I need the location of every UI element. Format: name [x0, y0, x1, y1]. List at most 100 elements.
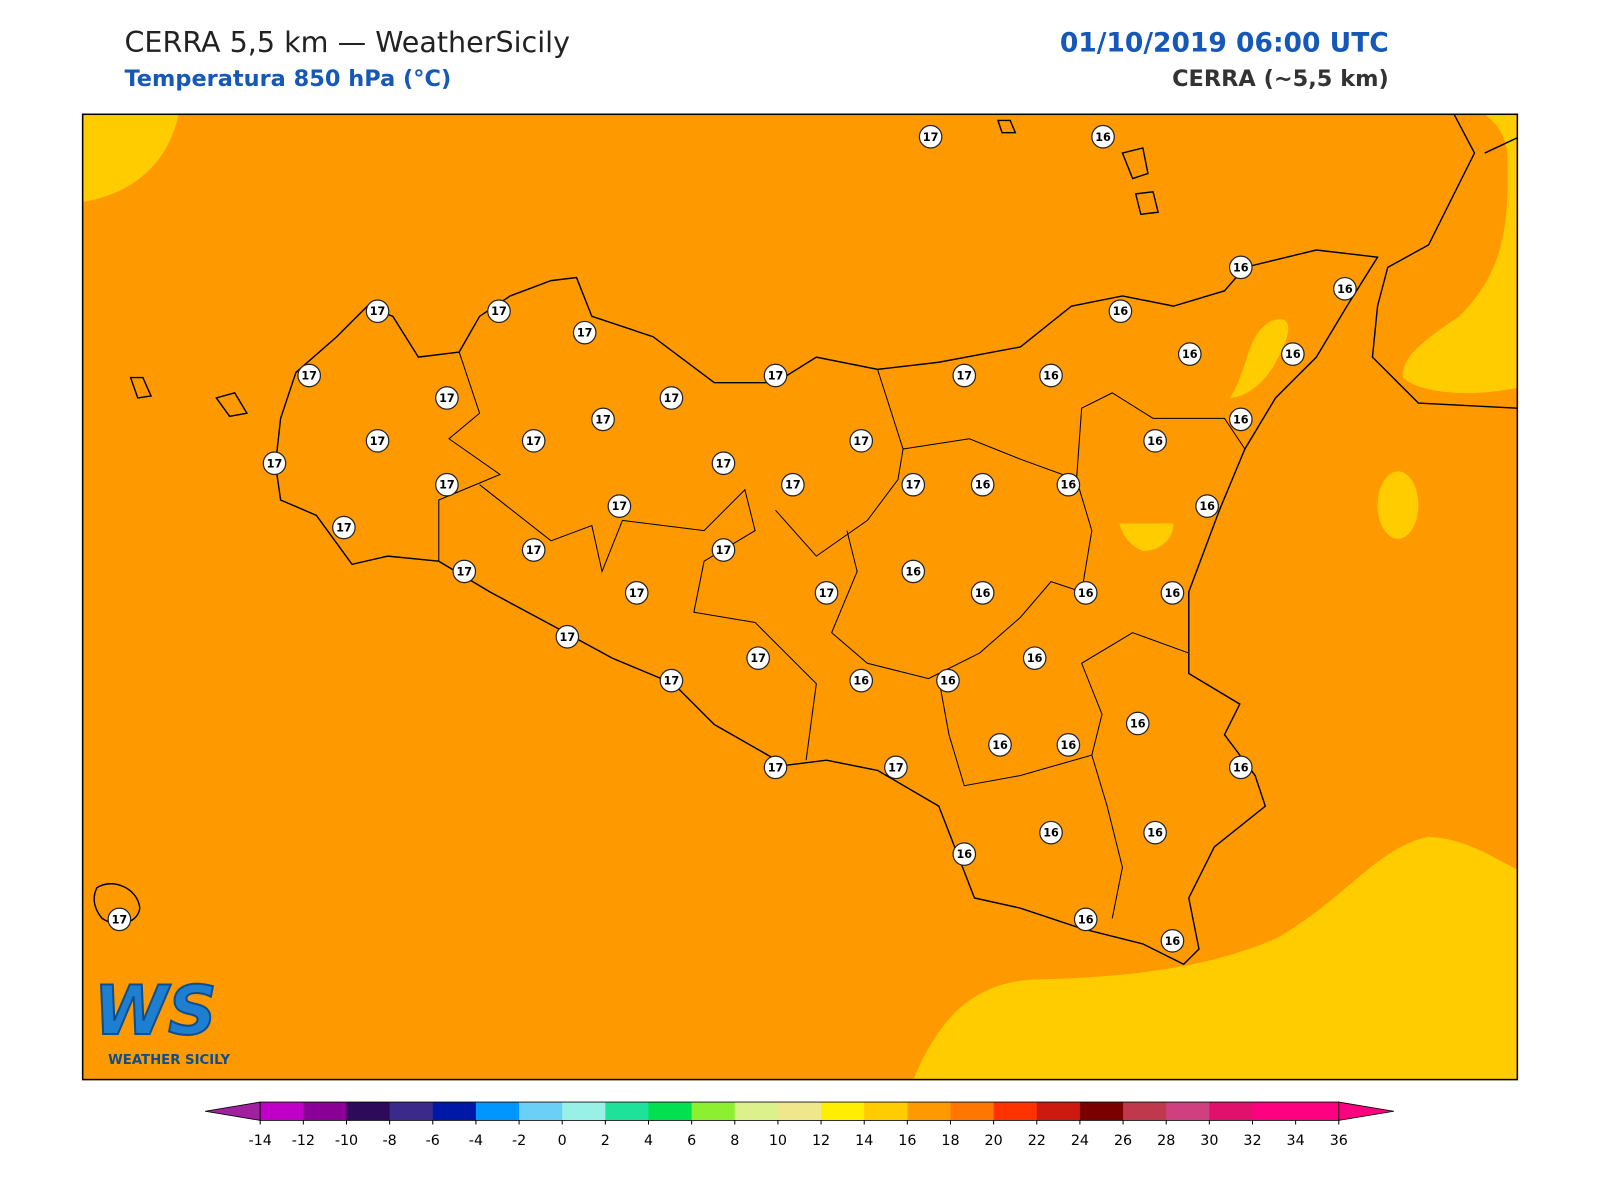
colorbar-tick-label: -14: [249, 1133, 272, 1149]
map-frame: [81, 113, 1519, 1081]
title: CERRA 5,5 km — WeatherSicily: [124, 25, 570, 59]
colorbar-segment: [907, 1102, 951, 1121]
island: [129, 376, 153, 399]
station-value: 17: [888, 761, 904, 774]
station-value: 17: [612, 500, 628, 513]
station-value: 17: [750, 652, 766, 665]
colorbar-tick-label: 8: [730, 1133, 739, 1149]
colorbar-tick-label: 32: [1243, 1133, 1261, 1149]
station-value: 17: [560, 631, 576, 644]
station-value: 17: [716, 544, 732, 557]
station-value: 17: [905, 479, 921, 492]
colorbar-tick-label: 30: [1200, 1133, 1218, 1149]
colorbar-segment: [691, 1102, 736, 1121]
island: [1134, 191, 1160, 216]
model-label: CERRA (~5,5 km): [1172, 66, 1389, 92]
colorbar-tick-label: 18: [941, 1133, 959, 1149]
station-dot: [1108, 299, 1133, 324]
station-value: 16: [1165, 587, 1181, 600]
colorbar-tick-label: -2: [512, 1133, 526, 1149]
logo-mark: WS: [94, 971, 217, 1050]
colorbar-tick-label: 22: [1028, 1133, 1046, 1149]
station-dot: [521, 428, 546, 453]
colorbar-tick-label: -10: [335, 1133, 358, 1149]
logo: WS WEATHER SICILY: [93, 970, 231, 1068]
station-value: 16: [905, 565, 921, 578]
station-value: 17: [595, 413, 611, 426]
province-border: [438, 351, 1246, 919]
station-dot: [1177, 342, 1202, 366]
station-value: 17: [370, 435, 386, 448]
colorbar-segment: [432, 1102, 477, 1121]
station-dot: [555, 624, 580, 649]
station-dot: [970, 581, 995, 605]
field-patch: [913, 836, 1518, 1080]
station-value: 16: [992, 739, 1008, 752]
station-value: 16: [1043, 827, 1059, 840]
station-dot: [332, 515, 356, 540]
colorbar-tick-label: 28: [1157, 1133, 1175, 1149]
station-dot: [1160, 928, 1185, 953]
station-value: 16: [1147, 827, 1163, 840]
station-dot: [901, 559, 926, 584]
station-dot: [572, 320, 597, 345]
station-dot: [1160, 581, 1185, 605]
colorbar-tick-label: 4: [644, 1133, 653, 1149]
station-value: 16: [1061, 739, 1077, 752]
station-value: 17: [629, 587, 645, 600]
colorbar-segment: [562, 1102, 606, 1121]
station-dot: [1143, 428, 1167, 453]
station-dot: [781, 472, 805, 497]
station-value: 16: [1095, 131, 1111, 144]
station-dot: [746, 646, 770, 670]
station-value: 17: [526, 435, 542, 448]
field-patch: [1377, 471, 1419, 539]
colorbar-tick-label: 14: [855, 1133, 873, 1149]
station-dot: [1039, 363, 1063, 388]
colorbar-segment: [821, 1102, 865, 1121]
station-dot: [849, 668, 874, 693]
colorbar-segment: [777, 1102, 822, 1121]
station-dot: [936, 668, 960, 693]
station-value: 16: [1027, 652, 1043, 665]
colorbar: -14 -12 -10 -8 -6 -4 -2 0 2 4 6 8 10 12 14 16 18 20 22 24 26…: [205, 1101, 1394, 1149]
station-value: 17: [956, 370, 972, 383]
station-value: 17: [785, 479, 801, 492]
station-value: 16: [975, 587, 991, 600]
island: [215, 392, 249, 418]
station-dot: [952, 363, 977, 388]
station-dot: [1333, 276, 1357, 301]
station-dot: [297, 363, 322, 388]
station-value: 16: [1043, 370, 1059, 383]
colorbar-tick-label: 16: [898, 1133, 916, 1149]
station-value: 17: [456, 565, 472, 578]
station-value: 17: [370, 305, 386, 318]
station-dot: [1039, 820, 1063, 845]
station-value: 17: [768, 761, 784, 774]
station-value: 16: [1147, 435, 1163, 448]
colorbar-tick-label: -12: [292, 1133, 315, 1149]
station-value: 17: [267, 457, 283, 470]
colorbar-frame: [259, 1101, 1340, 1121]
station-dot: [1073, 907, 1098, 932]
colorbar-segment: [260, 1102, 304, 1121]
station-value: 17: [923, 131, 939, 144]
colorbar-tick-label: 36: [1330, 1133, 1348, 1149]
station-dot: [1056, 733, 1081, 757]
station-dot: [591, 407, 615, 432]
colorbar-tick-label: 26: [1114, 1133, 1132, 1149]
station-value: 16: [1337, 283, 1353, 296]
colorbar-segment: [1166, 1102, 1210, 1121]
station-dot: [901, 472, 926, 497]
island: [1121, 147, 1149, 180]
station-dot: [435, 386, 459, 410]
colorbar-under: [205, 1101, 261, 1121]
station-value: 17: [577, 327, 593, 340]
field-patch: [1229, 319, 1289, 398]
field-patch: [1119, 523, 1174, 552]
colorbar-segment: [648, 1102, 693, 1121]
station-dot: [952, 842, 977, 866]
station-dot: [1125, 711, 1150, 736]
